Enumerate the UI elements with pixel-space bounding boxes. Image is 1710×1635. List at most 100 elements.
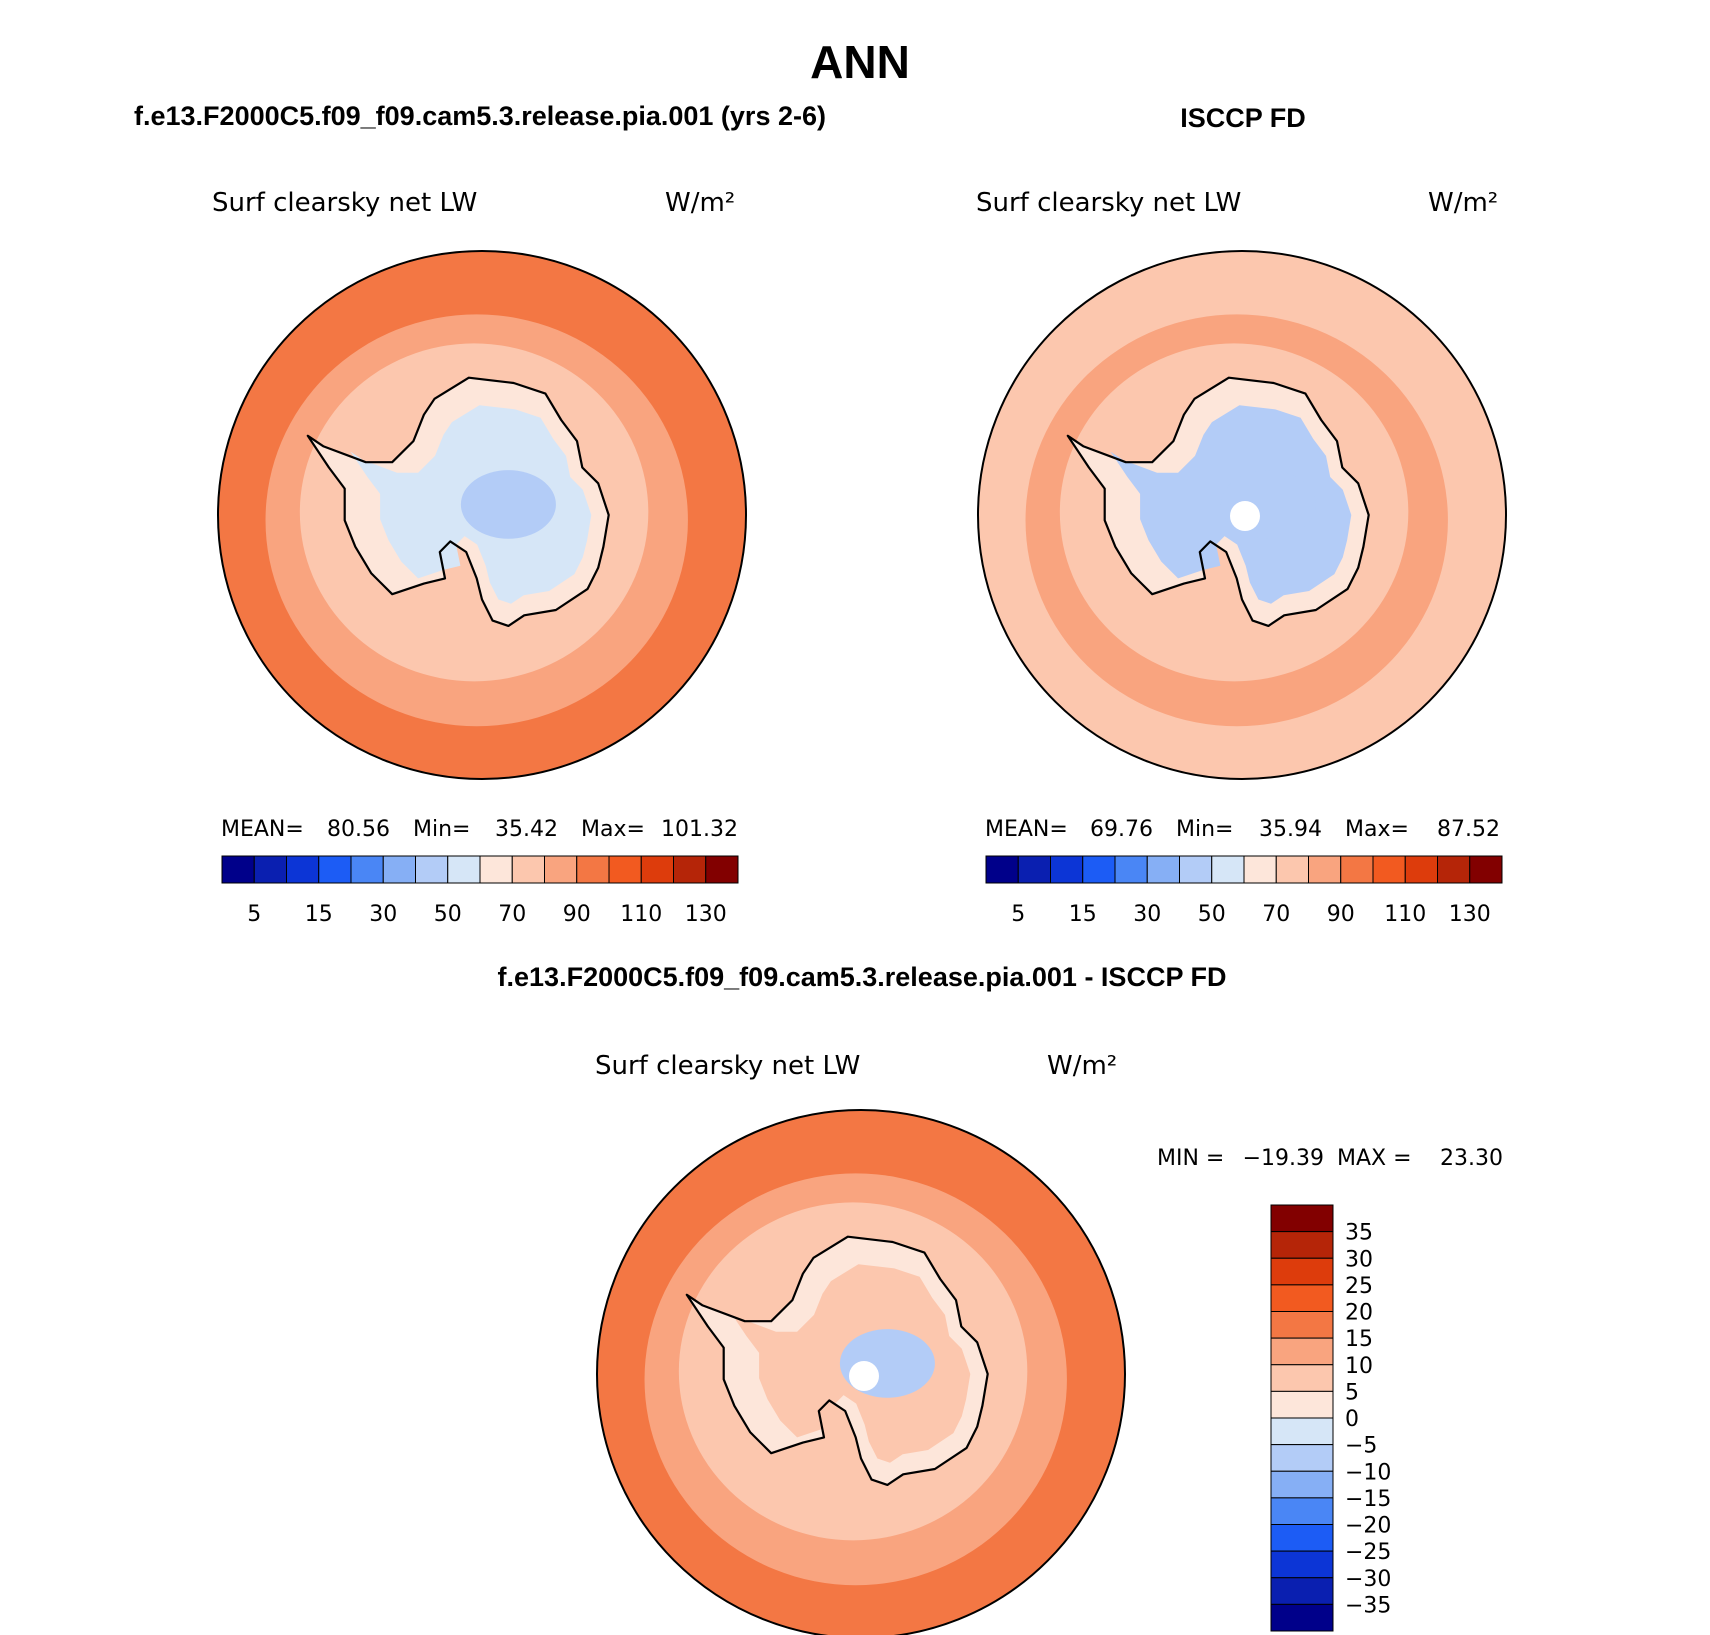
colorbar-swatch: [1270, 1390, 1334, 1419]
colorbar-tick-label: −30: [1345, 1567, 1391, 1592]
max-label: Max=: [1345, 817, 1409, 842]
panel-obs-units: W/m²: [1428, 188, 1498, 218]
field-deep-interior: [460, 470, 556, 539]
colorbar-tick-label: 130: [685, 902, 727, 927]
mean-label: MEAN=: [985, 817, 1068, 842]
colorbar-swatch: [608, 855, 642, 884]
map-border: [596, 1109, 1126, 1635]
colorbar-swatch: [673, 855, 707, 884]
colorbar-tick-label: 0: [1345, 1407, 1359, 1432]
panel-obs: ISCCP FD Surf clearsky net LW W/m² MEAN=…: [976, 103, 1507, 927]
coastline: [685, 1235, 989, 1487]
panel-diff-map: [596, 1109, 1126, 1635]
panel-model-variable: Surf clearsky net LW: [212, 188, 477, 218]
colorbar-tick-label: 5: [1345, 1380, 1359, 1405]
coastline: [306, 376, 610, 628]
colorbar-swatch: [511, 855, 545, 884]
colorbar-swatch: [479, 855, 513, 884]
colorbar-swatch: [1372, 855, 1406, 884]
colorbar-tick-label: 10: [1345, 1354, 1373, 1379]
mean-label: MEAN=: [221, 817, 304, 842]
min-value: 35.42: [495, 817, 558, 842]
colorbar-tick-label: 20: [1345, 1301, 1373, 1326]
colorbar-swatch: [1270, 1311, 1334, 1339]
colorbar-swatch: [1270, 1603, 1334, 1632]
figure-title: ANN: [810, 36, 910, 88]
colorbar-swatch: [1469, 855, 1503, 884]
colorbar-swatch: [1270, 1257, 1334, 1286]
pole-missing-data: [1230, 501, 1260, 531]
colorbar-swatch: [1017, 855, 1051, 884]
colorbar-swatch: [1179, 855, 1213, 884]
colorbar-tick-label: 15: [305, 902, 333, 927]
map-border: [217, 250, 747, 780]
colorbar-tick-label: −15: [1345, 1487, 1391, 1512]
panel-diff-variable: Surf clearsky net LW: [595, 1051, 860, 1081]
colorbar-swatch: [544, 855, 578, 884]
map-border: [977, 250, 1507, 780]
colorbar-swatch: [985, 855, 1019, 884]
panel-obs-map: [977, 250, 1507, 780]
field-deep-interior: [1220, 470, 1316, 539]
colorbar-tick-label: −35: [1345, 1593, 1391, 1618]
colorbar-swatch: [1270, 1550, 1334, 1579]
panel-obs-title: ISCCP FD: [1180, 103, 1306, 133]
colorbar-swatch: [1050, 855, 1084, 884]
colorbar-swatch: [1308, 855, 1342, 884]
colorbar-swatch: [1270, 1497, 1334, 1525]
colorbar-tick-label: 15: [1345, 1327, 1373, 1352]
colorbar-tick-label: 110: [1384, 902, 1426, 927]
max-label: MAX =: [1337, 1146, 1412, 1171]
colorbar-tick-label: 15: [1069, 902, 1097, 927]
colorbar-tick-label: 130: [1449, 902, 1491, 927]
max-value: 23.30: [1440, 1146, 1503, 1171]
colorbar-tick-label: 30: [369, 902, 397, 927]
colorbar-swatch: [705, 855, 739, 884]
colorbar-tick-label: 25: [1345, 1274, 1373, 1299]
min-label: Min=: [1176, 817, 1233, 842]
colorbar-tick-label: 50: [434, 902, 462, 927]
colorbar-tick-label: −10: [1345, 1460, 1391, 1485]
colorbar-swatch: [221, 855, 255, 884]
panel-model-stats: MEAN= 80.56 Min= 35.42 Max= 101.32: [221, 817, 738, 842]
colorbar-tick-label: 70: [498, 902, 526, 927]
colorbar-tick-label: 30: [1345, 1247, 1373, 1272]
colorbar-swatch: [1082, 855, 1116, 884]
panel-diff-units: W/m²: [1047, 1051, 1117, 1081]
mean-value: 80.56: [327, 817, 390, 842]
colorbar-swatch: [640, 855, 674, 884]
coastline: [1066, 376, 1370, 628]
panel-model-map: [217, 250, 747, 780]
min-label: MIN =: [1157, 1146, 1224, 1171]
colorbar-swatch: [253, 855, 287, 884]
colorbar-swatch: [1243, 855, 1277, 884]
max-value: 101.32: [661, 817, 738, 842]
colorbar-swatch: [1404, 855, 1438, 884]
colorbar-swatch: [286, 855, 320, 884]
colorbar-swatch: [1270, 1524, 1334, 1552]
colorbar-tick-label: 35: [1345, 1221, 1373, 1246]
colorbar-tick-label: −5: [1345, 1434, 1377, 1459]
colorbar-tick-label: 90: [1327, 902, 1355, 927]
colorbar-swatch: [1270, 1231, 1334, 1259]
colorbar-tick-label: 50: [1198, 902, 1226, 927]
colorbar-swatch: [1270, 1444, 1334, 1472]
colorbar-swatch: [318, 855, 352, 884]
colorbar-tick-label: 30: [1133, 902, 1161, 927]
colorbar-swatch: [576, 855, 610, 884]
colorbar-swatch: [1270, 1417, 1334, 1446]
colorbar-swatch: [447, 855, 481, 884]
panel-diff-stats: MIN = −19.39 MAX = 23.30: [1157, 1146, 1503, 1171]
colorbar-tick-label: 70: [1262, 902, 1290, 927]
panel-diff-title: f.e13.F2000C5.f09_f09.cam5.3.release.pia…: [498, 962, 1227, 992]
pole-missing-data: [849, 1361, 879, 1391]
panel-model: f.e13.F2000C5.f09_f09.cam5.3.release.pia…: [134, 101, 826, 927]
panel-obs-stats: MEAN= 69.76 Min= 35.94 Max= 87.52: [985, 817, 1500, 842]
colorbar-swatch: [1437, 855, 1471, 884]
panel-model-colorbar: 5 15 30 50 70 90 110 130: [221, 855, 739, 927]
colorbar-swatch: [1270, 1577, 1334, 1605]
colorbar-tick-label: 5: [247, 902, 261, 927]
panel-diff: f.e13.F2000C5.f09_f09.cam5.3.release.pia…: [498, 962, 1503, 1635]
